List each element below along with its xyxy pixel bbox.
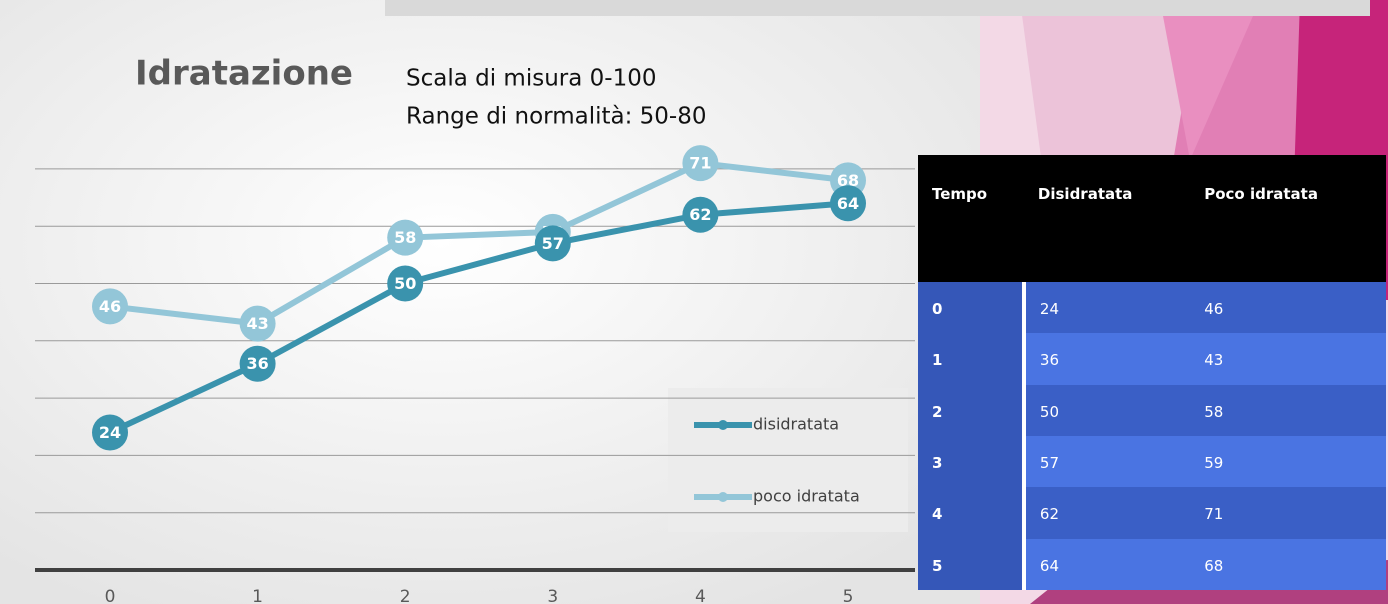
table-cell: 59: [1190, 436, 1386, 487]
table-cell: 71: [1190, 487, 1386, 538]
data-label: 43: [246, 314, 268, 333]
x-tick-label: 2: [400, 587, 411, 604]
top-bar: [385, 0, 1370, 16]
legend-swatch: [718, 492, 728, 502]
x-tick-label: 4: [695, 587, 706, 604]
legend-label: disidratata: [753, 415, 839, 434]
data-label: 71: [689, 154, 711, 173]
table-cell: 1: [918, 333, 1024, 384]
x-tick-label: 3: [547, 587, 558, 604]
table-cell: 68: [1190, 539, 1386, 590]
table-cell: 43: [1190, 333, 1386, 384]
chart-title: Idratazione: [135, 54, 353, 94]
page: {"chart_data": {"type": "line", "title":…: [0, 0, 1388, 604]
table-cell: 62: [1024, 487, 1190, 538]
table-cell: 36: [1024, 333, 1190, 384]
data-label: 24: [99, 423, 121, 442]
data-label: 50: [394, 274, 416, 293]
legend-label: poco idratata: [753, 487, 860, 506]
table-cell: 46: [1190, 282, 1386, 333]
table-cell: 2: [918, 385, 1024, 436]
table-cell: 3: [918, 436, 1024, 487]
annotation: Scala di misura 0-100: [406, 66, 656, 92]
table-cell: 5: [918, 539, 1024, 590]
data-label: 64: [837, 194, 859, 213]
table-header: Tempo Disidratata Poco idratata: [918, 155, 1386, 282]
table-cell: 64: [1024, 539, 1190, 590]
data-label: 58: [394, 228, 416, 247]
data-label: 36: [246, 354, 268, 373]
legend-box: [668, 388, 908, 532]
x-tick-label: 0: [105, 587, 116, 604]
table-cell: 58: [1190, 385, 1386, 436]
table-cell: 50: [1024, 385, 1190, 436]
annotation: Range di normalità: 50-80: [406, 104, 707, 130]
header-cell: Tempo: [918, 155, 1024, 282]
header-cell: Disidratata: [1024, 155, 1190, 282]
table-cell: 24: [1024, 282, 1190, 333]
table-cell: 57: [1024, 436, 1190, 487]
data-label: 57: [542, 234, 564, 253]
legend-swatch: [718, 420, 728, 430]
table-cell: 0: [918, 282, 1024, 333]
table-cell: 4: [918, 487, 1024, 538]
header-cell: Poco idratata: [1190, 155, 1386, 282]
x-tick-label: 1: [252, 587, 263, 604]
x-tick-label: 5: [843, 587, 854, 604]
data-label: 62: [689, 205, 711, 224]
data-label: 46: [99, 297, 121, 316]
